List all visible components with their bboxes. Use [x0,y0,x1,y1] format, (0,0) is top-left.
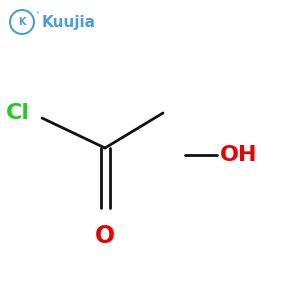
Text: Kuujia: Kuujia [42,14,96,29]
Text: K: K [18,17,26,27]
Text: °: ° [35,12,38,18]
Text: OH: OH [220,145,257,165]
Text: Cl: Cl [6,103,30,123]
Text: O: O [95,224,115,248]
